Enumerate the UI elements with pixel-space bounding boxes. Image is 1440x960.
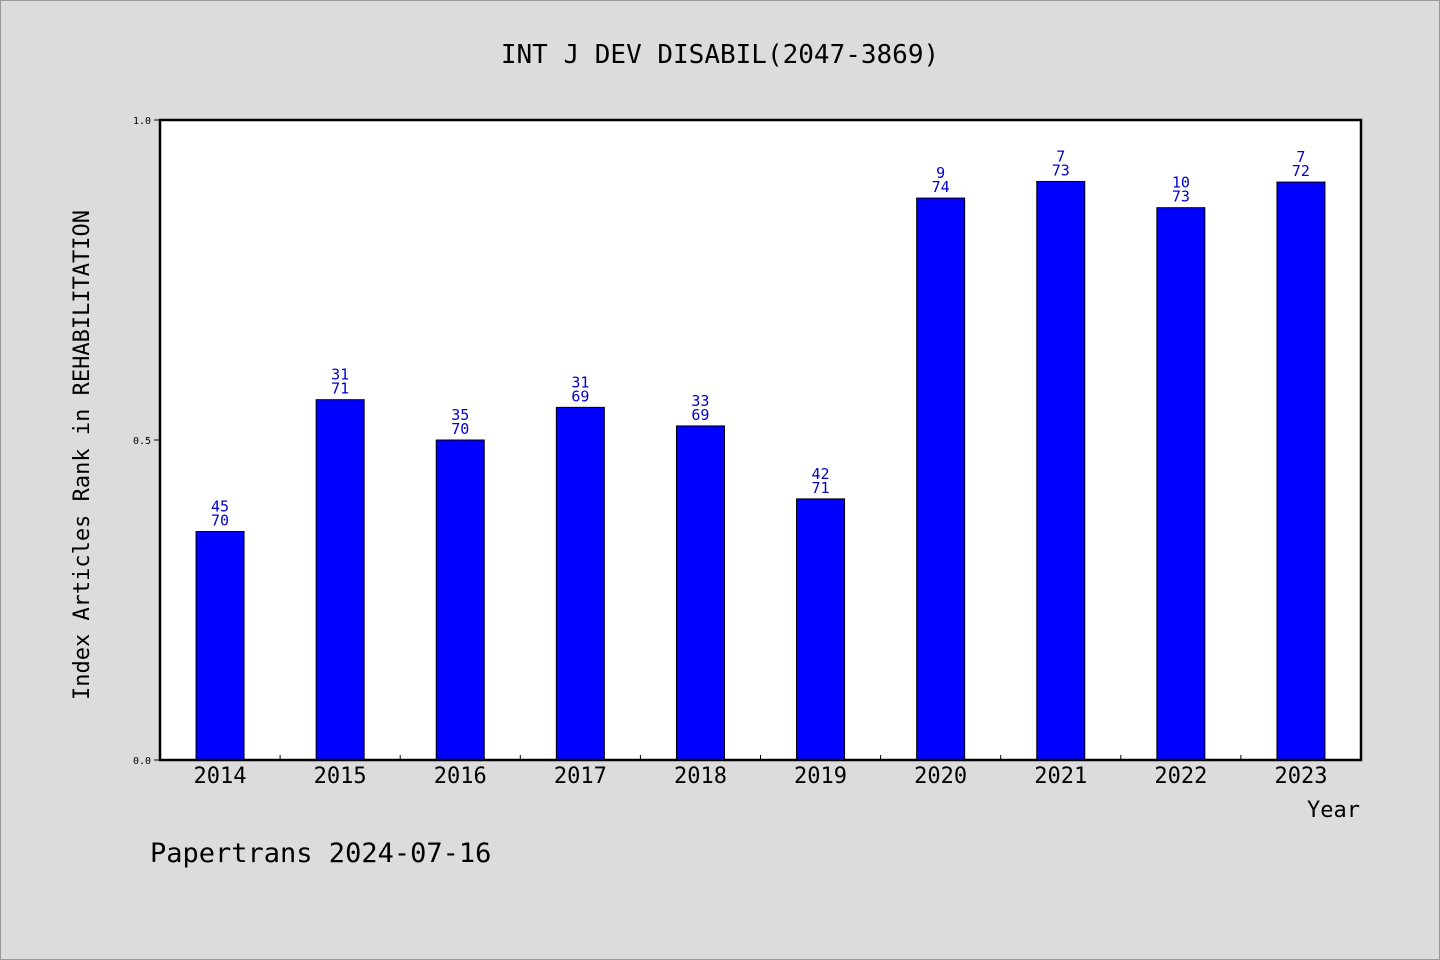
y-tick-label: 1.0 bbox=[133, 116, 151, 127]
y-tick-label: 0.0 bbox=[133, 756, 151, 767]
x-tick-label: 2014 bbox=[194, 764, 247, 789]
x-tick-label: 2016 bbox=[434, 764, 487, 789]
bar-total-label: 72 bbox=[1292, 162, 1310, 180]
bar-2018 bbox=[675, 425, 725, 761]
bar-rank-label: 45 bbox=[211, 498, 229, 516]
y-tick-label: 0.5 bbox=[133, 436, 151, 447]
x-tick-label: 2017 bbox=[554, 764, 607, 789]
bar-total-label: 74 bbox=[932, 178, 950, 196]
x-tick-label: 2019 bbox=[794, 764, 847, 789]
bar-total-label: 71 bbox=[331, 380, 349, 398]
bar-2020 bbox=[916, 197, 966, 761]
bar-2015 bbox=[315, 399, 365, 761]
bar-2023 bbox=[1276, 181, 1326, 761]
bar-2016 bbox=[435, 439, 485, 761]
bar-2022 bbox=[1156, 207, 1206, 761]
x-tick-label: 2020 bbox=[914, 764, 967, 789]
x-axis-ticks: 2014 2015 2016 2017 2018 2019 2020 2021 2022 2023 bbox=[194, 755, 1327, 789]
plot-border bbox=[158, 118, 1363, 762]
bar-total-label: 70 bbox=[211, 512, 229, 530]
bar-total-label: 73 bbox=[1052, 161, 1070, 179]
bar-rank-label: 31 bbox=[571, 373, 589, 391]
bar-total-label: 73 bbox=[1172, 188, 1190, 206]
chart-title: INT J DEV DISABIL(2047-3869) bbox=[501, 40, 939, 70]
bar-2021 bbox=[1036, 180, 1086, 761]
bar-rank-label: 10 bbox=[1172, 174, 1190, 192]
bar-total-label: 69 bbox=[691, 406, 709, 424]
x-tick-label: 2023 bbox=[1274, 764, 1327, 789]
bar-total-label: 70 bbox=[451, 420, 469, 438]
bar-rank-label: 9 bbox=[936, 164, 945, 182]
bar-2017 bbox=[555, 406, 605, 761]
bar-2019 bbox=[796, 498, 846, 761]
bar-rank-label: 7 bbox=[1056, 147, 1065, 165]
bar-rank-label: 7 bbox=[1296, 148, 1305, 166]
bar-rank-label: 31 bbox=[331, 366, 349, 384]
x-axis-label: Year bbox=[1307, 798, 1360, 823]
bar-rank-label: 35 bbox=[451, 406, 469, 424]
y-axis-ticks: 0.0 0.5 1.0 bbox=[133, 116, 160, 767]
bar-rank-label: 42 bbox=[812, 465, 830, 483]
bar-total-label: 69 bbox=[571, 387, 589, 405]
footer-text: Papertrans 2024-07-16 bbox=[150, 838, 491, 869]
bar-2014 bbox=[195, 531, 245, 761]
x-tick-label: 2022 bbox=[1154, 764, 1207, 789]
bar-rank-label: 33 bbox=[691, 392, 709, 410]
x-tick-label: 2015 bbox=[314, 764, 367, 789]
bars-group bbox=[195, 180, 1326, 761]
x-tick-label: 2018 bbox=[674, 764, 727, 789]
x-tick-label: 2021 bbox=[1034, 764, 1087, 789]
y-axis-label: Index Articles Rank in REHABILITATION bbox=[70, 210, 95, 700]
bar-total-label: 71 bbox=[812, 479, 830, 497]
